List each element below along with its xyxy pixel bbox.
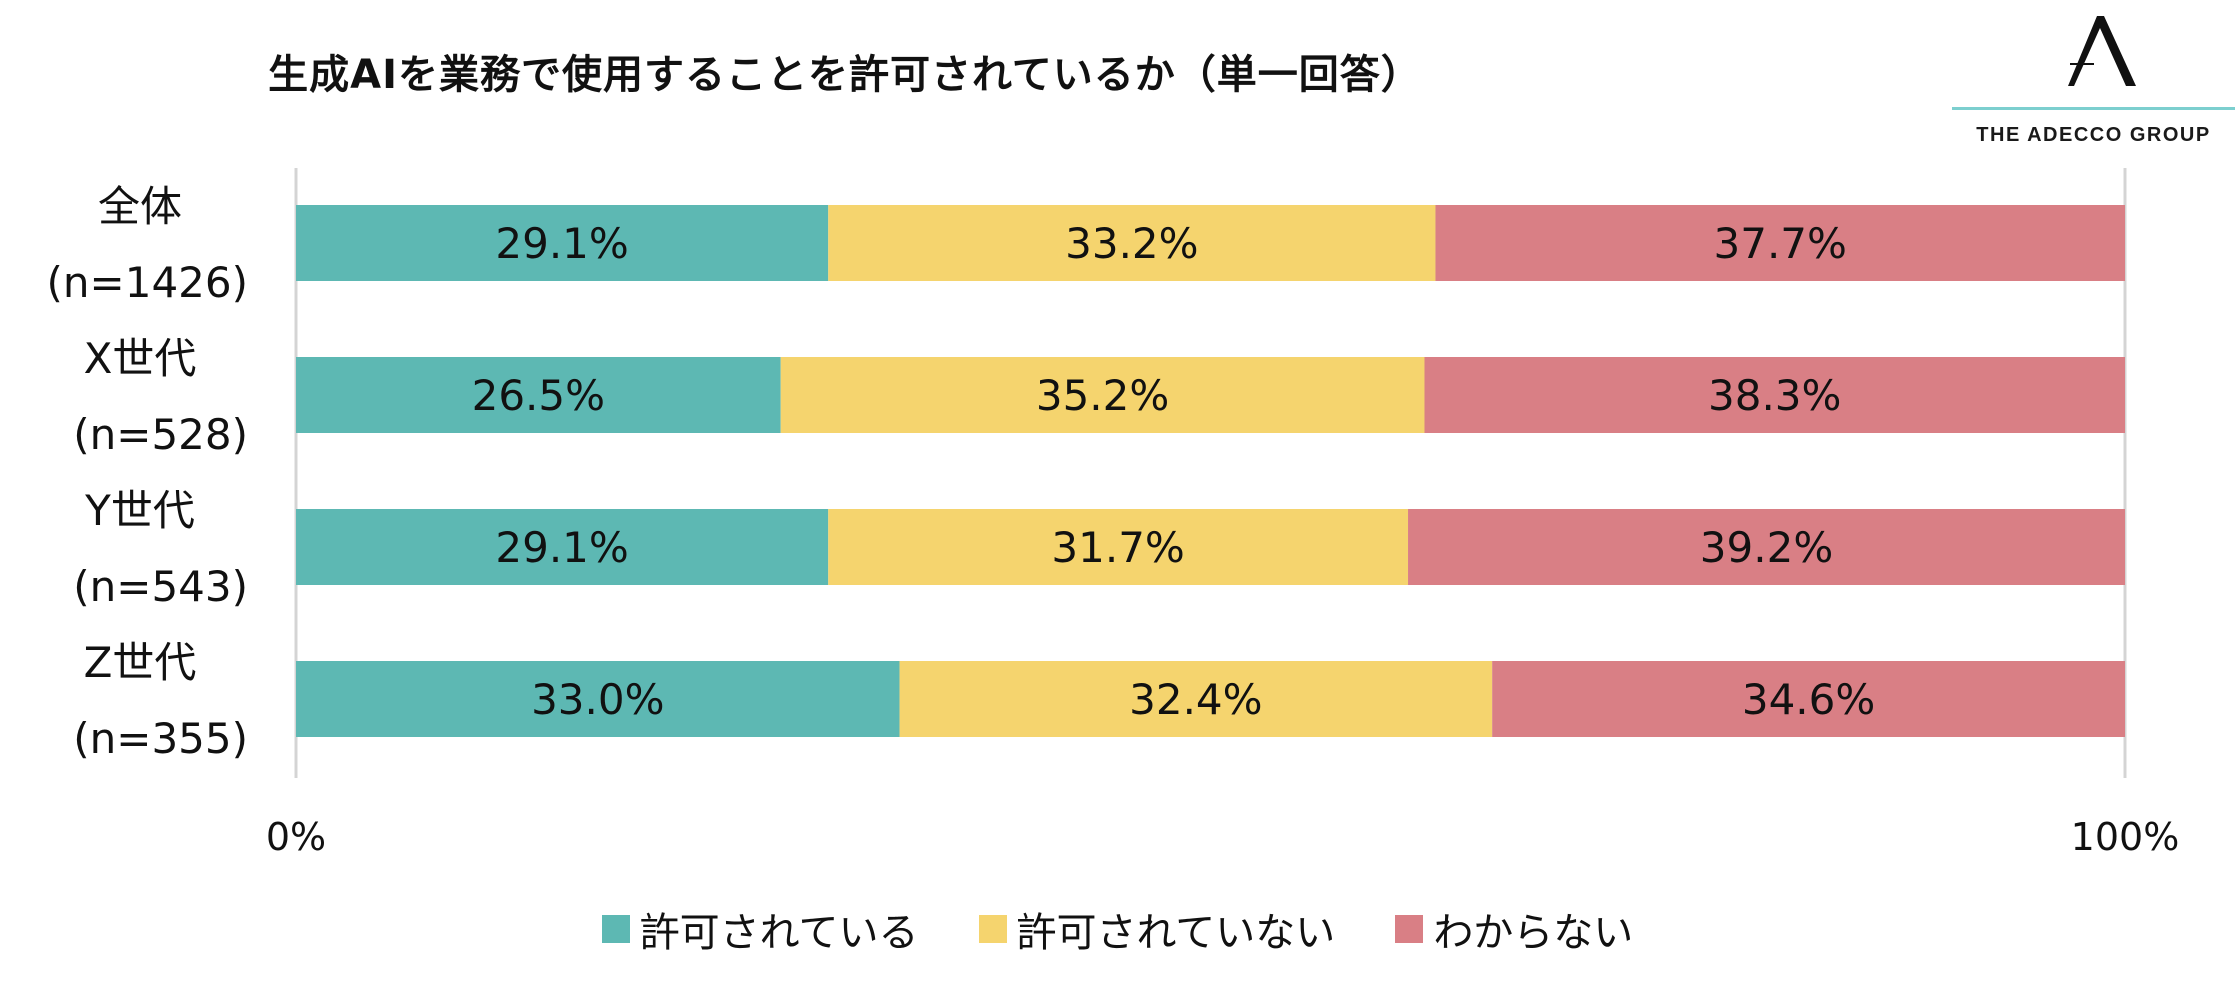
- bar-segment-unknown: [1408, 509, 2125, 585]
- legend-label-unknown: わからない: [1433, 910, 1634, 956]
- bar-segment-unknown: [1435, 205, 2125, 281]
- data-label: 33.2%: [1065, 219, 1198, 268]
- stacked-bar-chart: 全体 (n=1426) 29.1% 33.2% 37.7% X世代 (n=528) 26.5%…: [47, 168, 2180, 859]
- category-sample-size: (n=1426): [47, 258, 248, 307]
- data-label: 32.4%: [1129, 675, 1262, 724]
- bar-segment-not-permitted: [780, 357, 1425, 433]
- x-tick-label: 100%: [2071, 815, 2180, 859]
- logo-divider: [1952, 107, 2235, 110]
- legend-label-not-permitted: 許可されていない: [1016, 910, 1336, 956]
- data-label: 34.6%: [1742, 675, 1875, 724]
- data-label: 38.3%: [1708, 371, 1841, 420]
- data-label: 39.2%: [1700, 523, 1833, 572]
- data-label: 37.7%: [1714, 219, 1847, 268]
- adecco-logo: THE ADECCO GROUP: [1952, 14, 2235, 154]
- chart-legend: 許可されている 許可されていない わからない: [0, 900, 2235, 958]
- data-label: 29.1%: [495, 219, 628, 268]
- logo-text: THE ADECCO GROUP: [1976, 124, 2211, 146]
- data-label: 35.2%: [1036, 371, 1169, 420]
- bar-segment-unknown: [1424, 357, 2125, 433]
- data-label: 29.1%: [495, 523, 628, 572]
- category-label: X世代: [84, 334, 197, 383]
- legend-item-unknown: わからない: [1395, 900, 1633, 958]
- category-label: Z世代: [84, 638, 197, 687]
- legend-label-permitted: 許可されている: [639, 910, 919, 956]
- legend-swatch-unknown: [1395, 915, 1424, 943]
- bar-segment-permitted: [296, 509, 829, 585]
- x-tick-label: 0%: [266, 815, 326, 859]
- bar-segment-not-permitted: [828, 509, 1409, 585]
- category-sample-size: (n=355): [73, 714, 248, 763]
- bar-segment-not-permitted: [899, 661, 1493, 737]
- data-label: 31.7%: [1051, 523, 1184, 572]
- legend-swatch-not-permitted: [978, 915, 1007, 943]
- category-label: 全体: [98, 182, 182, 231]
- category-label: Y世代: [84, 486, 195, 535]
- category-sample-size: (n=528): [73, 410, 248, 459]
- legend-swatch-permitted: [601, 915, 630, 943]
- bar-segment-permitted: [296, 661, 900, 737]
- legend-item-permitted: 許可されている: [601, 900, 919, 958]
- bar-segment-permitted: [296, 357, 781, 433]
- data-label: 26.5%: [472, 371, 605, 420]
- bar-segment-unknown: [1492, 661, 2125, 737]
- bar-segment-not-permitted: [828, 205, 1436, 281]
- bar-segment-permitted: [296, 205, 829, 281]
- category-sample-size: (n=543): [73, 562, 248, 611]
- chart-title: 生成AIを業務で使用することを許可されているか（単一回答）: [268, 52, 1422, 98]
- adecco-a-logo-icon: [2068, 16, 2136, 86]
- legend-item-not-permitted: 許可されていない: [978, 900, 1336, 958]
- data-label: 33.0%: [531, 675, 664, 724]
